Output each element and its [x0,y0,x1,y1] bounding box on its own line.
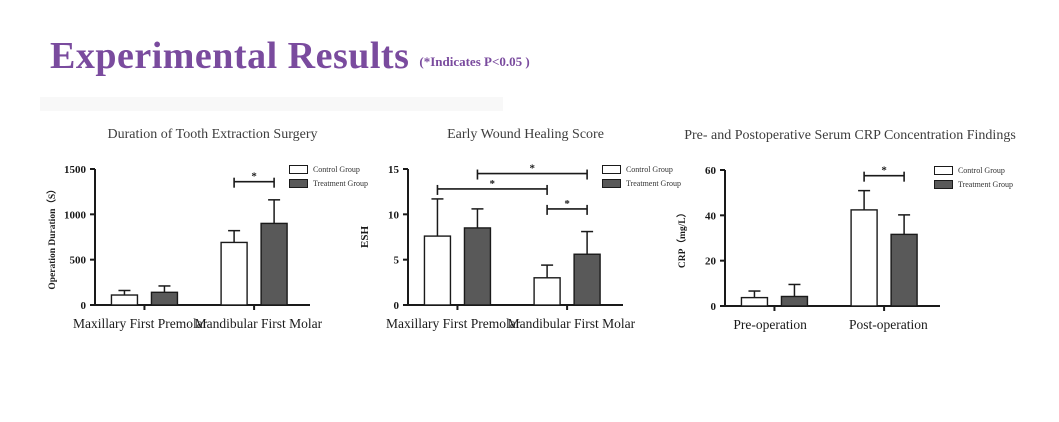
legend: Control Group Treatment Group [601,165,681,188]
significance-star: * [564,198,570,210]
y-tick-label: 60 [705,165,717,177]
treatment-swatch-icon [288,179,308,188]
y-tick-label: 0 [394,300,400,312]
y-tick-label: 0 [81,300,87,312]
y-axis-label: ESH [359,226,371,248]
bar-treatment-0 [780,295,809,307]
bar-treatment-0 [463,227,492,306]
significance-star: * [251,171,257,183]
bar-control-1 [533,277,561,306]
bar-plot: 0 500 1000 1500 Operation Duration（S） Maxilla… [46,164,323,331]
chart-wound-healing-score: Early Wound Healing Score 0 5 10 15 ESH Maxil… [358,125,693,347]
divider-band [40,97,503,111]
legend-item-control: Control Group [601,165,681,174]
y-axis-label: CRP（mg/L） [676,208,688,268]
control-swatch-icon [288,165,308,174]
significance-star: * [881,165,887,177]
chart-title: Pre- and Postoperative Serum CRP Concent… [684,128,1016,143]
bar-treatment-0 [150,291,179,306]
y-tick-label: 500 [70,255,87,267]
chart-title: Early Wound Healing Score [447,127,604,142]
control-swatch-icon [933,166,953,175]
bar-control-0 [110,294,139,306]
page-subtitle: (*Indicates P<0.05 ) [419,53,530,69]
bar-treatment-1 [260,222,288,306]
bar-plot: 0 20 40 60 CRP（mg/L） Pre-operation Post-operat… [676,165,940,332]
treatment-swatch-icon [933,180,953,189]
legend-item-control: Control Group [933,166,1013,175]
y-tick-label: 10 [388,209,400,221]
y-tick-label: 20 [705,256,717,268]
bar-control-1 [850,209,878,307]
legend: Control Group Treatment Group [933,166,1013,189]
bar-control-0 [423,235,452,306]
y-tick-label: 1000 [64,209,87,221]
significance-star: * [490,178,496,190]
y-tick-label: 0 [711,301,717,313]
legend-label: Treatment Group [957,180,1013,189]
x-category-label: Pre-operation [733,317,807,332]
y-tick-label: 40 [705,210,717,222]
treatment-swatch-icon [601,179,621,188]
x-category-label: Post-operation [849,317,928,332]
legend-item-treatment: Treatment Group [601,179,681,188]
legend-label: Control Group [625,165,673,174]
legend-label: Control Group [312,165,360,174]
legend-label: Treatment Group [312,179,368,188]
y-tick-label: 1500 [64,164,87,176]
y-axis-label: Operation Duration（S） [46,184,58,289]
y-tick-label: 15 [388,164,400,176]
chart-crp-concentration: Pre- and Postoperative Serum CRP Concent… [675,126,1025,348]
legend-label: Treatment Group [625,179,681,188]
legend-item-treatment: Treatment Group [933,180,1013,189]
x-category-label: Mandibular First Molar [508,316,636,331]
bar-treatment-1 [890,233,918,307]
legend-item-control: Control Group [288,165,368,174]
significance-star: * [530,163,536,175]
legend-label: Control Group [957,166,1005,175]
bar-plot: 0 5 10 15 ESH Maxillary First PremolarMandibu… [359,163,636,331]
bar-control-0 [740,296,769,307]
y-tick-label: 5 [394,255,400,267]
slide-header: Experimental Results (*Indicates P<0.05 … [50,35,530,78]
chart-title: Duration of Tooth Extraction Surgery [107,127,318,142]
x-category-label: Mandibular First Molar [195,316,323,331]
control-swatch-icon [601,165,621,174]
x-category-label: Maxillary First Premolar [73,316,208,331]
bar-control-1 [220,241,248,306]
legend: Control Group Treatment Group [288,165,368,188]
chart-duration-surgery: Duration of Tooth Extraction Surgery 0 50… [45,125,380,347]
x-category-label: Maxillary First Premolar [386,316,521,331]
page-title: Experimental Results [50,35,410,77]
bar-treatment-1 [573,253,601,306]
legend-item-treatment: Treatment Group [288,179,368,188]
